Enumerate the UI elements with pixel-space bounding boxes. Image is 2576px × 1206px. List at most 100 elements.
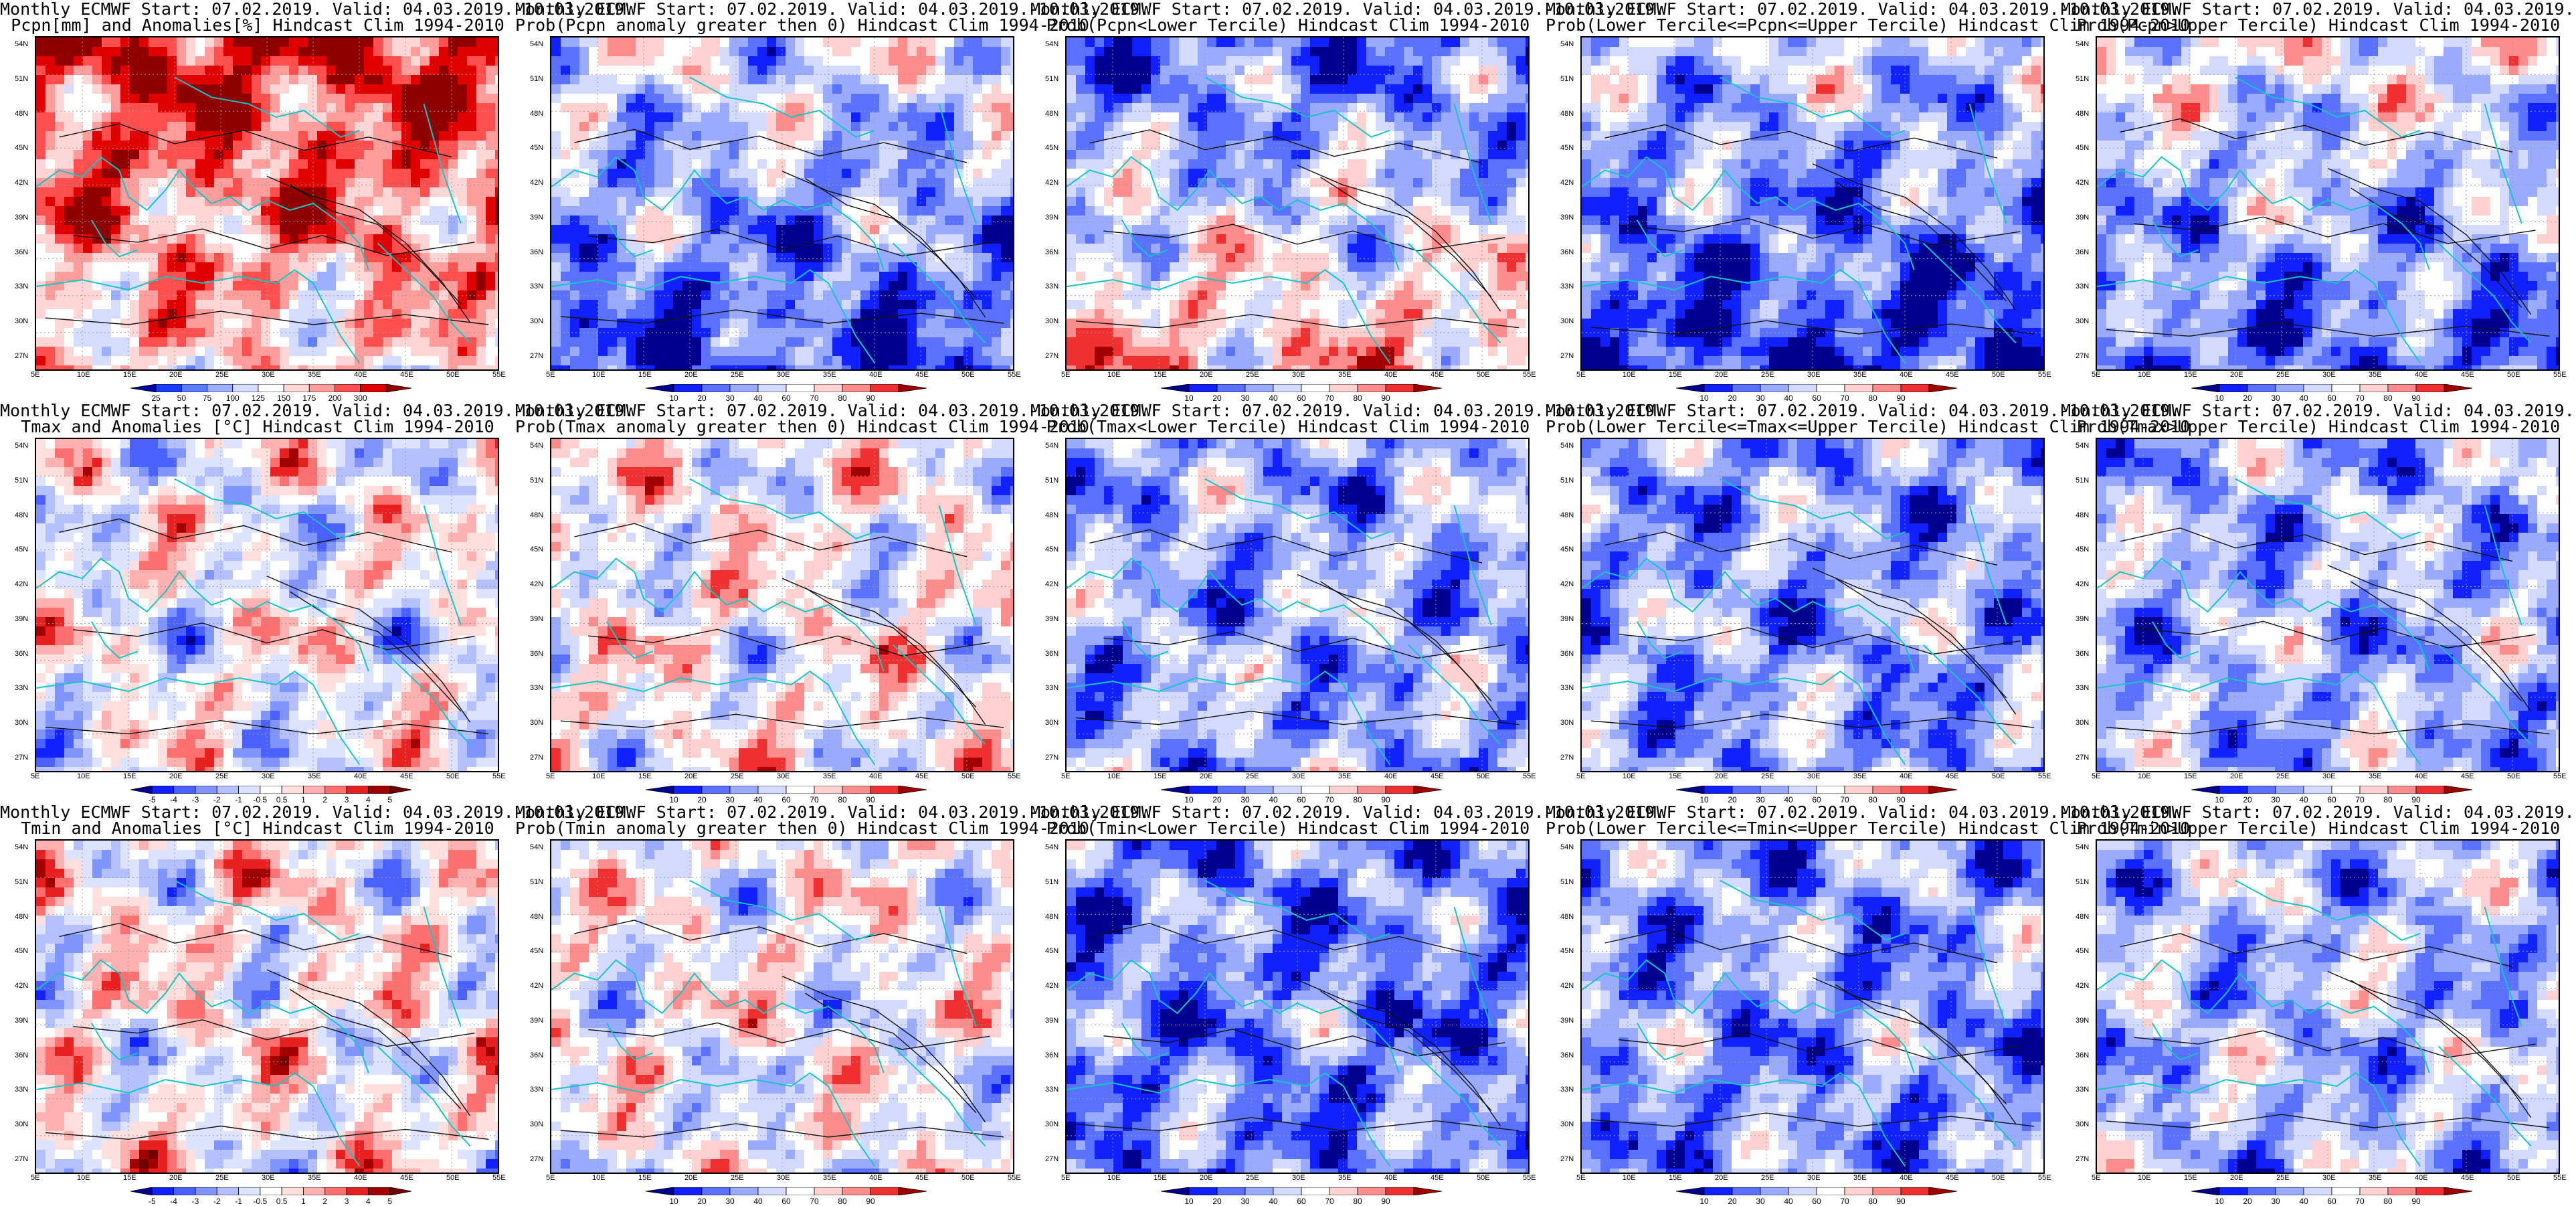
lat-tick-label: 33N: [1045, 1086, 1059, 1094]
lon-tick-label: 5E: [546, 1174, 555, 1182]
lon-tick-label: 25E: [731, 1174, 744, 1182]
lon-tick-label: 45E: [915, 772, 929, 780]
lat-tick-label: 39N: [2076, 213, 2089, 222]
lon-tick-label: 50E: [1477, 772, 1490, 780]
lon-tick-label: 10E: [1623, 371, 1636, 379]
lat-tick-label: 42N: [530, 580, 543, 588]
lat-tick-label: 42N: [1560, 982, 1574, 990]
lon-tick-label: 5E: [1576, 772, 1585, 780]
lat-tick-label: 27N: [530, 754, 543, 762]
lat-tick-label: 39N: [1560, 213, 1574, 222]
colorbar: [2191, 384, 2472, 392]
lon-tick-label: 25E: [215, 371, 229, 379]
lat-tick-label: 45N: [2076, 144, 2089, 152]
lon-tick-label: 15E: [638, 371, 652, 379]
lon-tick-label: 25E: [2276, 371, 2290, 379]
lon-tick-label: 15E: [2184, 1174, 2197, 1182]
lat-tick-label: 42N: [1560, 580, 1574, 588]
forecast-panel: Monthly ECMWF Start: 07.02.2019. Valid: …: [0, 803, 515, 1205]
lon-tick-label: 30E: [777, 772, 790, 780]
lat-tick-label: 36N: [15, 1051, 28, 1059]
lat-tick-label: 54N: [2076, 40, 2089, 48]
lon-tick-label: 15E: [1154, 371, 1167, 379]
lat-tick-label: 48N: [2076, 110, 2089, 118]
forecast-map: [1580, 438, 2045, 772]
forecast-map: [550, 438, 1014, 772]
forecast-panel: Monthly ECMWF Start: 07.02.2019. Valid: …: [0, 0, 515, 402]
lat-tick-label: 36N: [1560, 1051, 1574, 1059]
lon-tick-label: 40E: [1900, 1174, 1913, 1182]
map-field-svg: [36, 841, 498, 1173]
lon-tick-label: 45E: [1431, 371, 1444, 379]
lon-tick-label: 50E: [2507, 1174, 2520, 1182]
forecast-map: [2096, 438, 2560, 772]
lat-tick-label: 45N: [1560, 144, 1574, 152]
lon-tick-label: 10E: [77, 371, 90, 379]
lon-tick-label: 10E: [77, 772, 90, 780]
lon-tick-label: 55E: [2553, 371, 2567, 379]
colorbar: [1161, 1187, 1442, 1195]
lon-tick-label: 30E: [1292, 772, 1305, 780]
lat-tick-label: 45N: [1045, 545, 1059, 553]
lat-tick-label: 30N: [2076, 317, 2089, 325]
lat-tick-label: 33N: [1560, 684, 1574, 692]
lat-tick-label: 30N: [1560, 317, 1574, 325]
lon-tick-label: 45E: [1946, 371, 1959, 379]
lat-tick-label: 33N: [1045, 684, 1059, 692]
lon-tick-label: 20E: [169, 1174, 183, 1182]
lat-tick-label: 45N: [15, 545, 28, 553]
lon-tick-label: 40E: [1384, 772, 1398, 780]
lon-tick-label: 50E: [1477, 1174, 1490, 1182]
lat-tick-label: 48N: [1560, 110, 1574, 118]
lon-tick-label: 50E: [446, 772, 460, 780]
lat-tick-label: 54N: [15, 442, 28, 450]
lat-tick-label: 36N: [1560, 650, 1574, 658]
lat-tick-label: 42N: [2076, 580, 2089, 588]
lat-tick-label: 45N: [1560, 947, 1574, 955]
lon-tick-label: 10E: [1623, 772, 1636, 780]
panel-title-line2: Prob(Tmax>Upper Tercile) Hindcast Clim 1…: [2061, 418, 2576, 436]
lon-tick-label: 40E: [1900, 772, 1913, 780]
lat-tick-label: 33N: [2076, 282, 2089, 290]
lat-tick-label: 48N: [530, 511, 543, 519]
lon-tick-label: 15E: [638, 772, 652, 780]
lon-tick-label: 25E: [2276, 1174, 2290, 1182]
lat-tick-label: 48N: [1045, 913, 1059, 921]
lat-tick-label: 42N: [15, 580, 28, 588]
forecast-panel: Monthly ECMWF Start: 07.02.2019. Valid: …: [1546, 0, 2061, 402]
colorbar: [646, 384, 927, 392]
lon-tick-label: 20E: [169, 371, 183, 379]
colorbar: [646, 786, 927, 794]
forecast-panel: Monthly ECMWF Start: 07.02.2019. Valid: …: [515, 0, 1030, 402]
lat-tick-label: 42N: [15, 179, 28, 187]
lat-tick-label: 27N: [15, 352, 28, 360]
lon-tick-label: 10E: [592, 371, 606, 379]
lon-tick-label: 10E: [1107, 772, 1121, 780]
lon-tick-label: 15E: [2184, 371, 2197, 379]
lon-tick-label: 15E: [1154, 772, 1167, 780]
lon-tick-label: 45E: [1946, 772, 1959, 780]
lat-tick-label: 51N: [530, 75, 543, 83]
lon-tick-label: 50E: [1477, 371, 1490, 379]
lon-tick-label: 55E: [492, 1174, 506, 1182]
lon-tick-label: 15E: [2184, 772, 2197, 780]
lon-tick-label: 20E: [2230, 772, 2243, 780]
forecast-panel: Monthly ECMWF Start: 07.02.2019. Valid: …: [1546, 402, 2061, 803]
forecast-map: [35, 438, 499, 772]
lat-tick-label: 54N: [1045, 442, 1059, 450]
panel-title-line2: Prob(Tmin<Lower Tercile) Hindcast Clim 1…: [1030, 819, 1546, 837]
lat-tick-label: 54N: [530, 40, 543, 48]
lon-tick-label: 50E: [961, 371, 975, 379]
lat-tick-label: 51N: [1560, 878, 1574, 886]
panel-title-line2: Prob(Pcpn anomaly greater then 0) Hindca…: [515, 16, 1030, 34]
lon-tick-label: 35E: [2369, 772, 2382, 780]
map-field-svg: [1582, 841, 2043, 1173]
lon-tick-label: 35E: [308, 371, 321, 379]
lat-tick-label: 27N: [2076, 1155, 2089, 1163]
lat-tick-label: 36N: [530, 1051, 543, 1059]
lon-tick-label: 20E: [684, 371, 698, 379]
lon-tick-label: 45E: [2461, 1174, 2474, 1182]
lon-tick-label: 5E: [2092, 371, 2100, 379]
lon-tick-label: 30E: [262, 371, 275, 379]
lat-tick-label: 54N: [15, 843, 28, 851]
